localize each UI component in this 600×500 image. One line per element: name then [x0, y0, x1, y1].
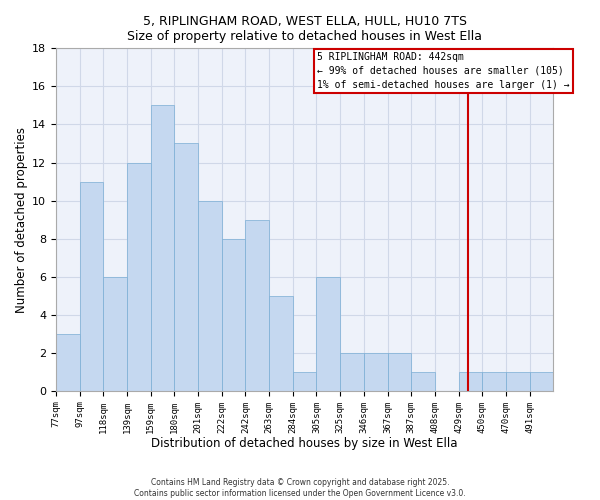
Y-axis label: Number of detached properties: Number of detached properties [15, 126, 28, 312]
Bar [482, 372, 506, 391]
Bar [293, 372, 316, 391]
Bar [506, 372, 530, 391]
Bar [127, 162, 151, 391]
Bar [103, 276, 127, 391]
Bar [222, 238, 245, 391]
Bar [198, 200, 222, 391]
X-axis label: Distribution of detached houses by size in West Ella: Distribution of detached houses by size … [151, 437, 458, 450]
Bar [151, 106, 175, 391]
Bar [175, 144, 198, 391]
Text: Contains HM Land Registry data © Crown copyright and database right 2025.
Contai: Contains HM Land Registry data © Crown c… [134, 478, 466, 498]
Bar [340, 353, 364, 391]
Bar [56, 334, 80, 391]
Title: 5, RIPLINGHAM ROAD, WEST ELLA, HULL, HU10 7TS
Size of property relative to detac: 5, RIPLINGHAM ROAD, WEST ELLA, HULL, HU1… [127, 15, 482, 43]
Bar [316, 276, 340, 391]
Bar [388, 353, 411, 391]
Bar [530, 372, 553, 391]
Bar [80, 182, 103, 391]
Text: 5 RIPLINGHAM ROAD: 442sqm
← 99% of detached houses are smaller (105)
1% of semi-: 5 RIPLINGHAM ROAD: 442sqm ← 99% of detac… [317, 52, 569, 90]
Bar [364, 353, 388, 391]
Bar [458, 372, 482, 391]
Bar [245, 220, 269, 391]
Bar [269, 296, 293, 391]
Bar [411, 372, 435, 391]
